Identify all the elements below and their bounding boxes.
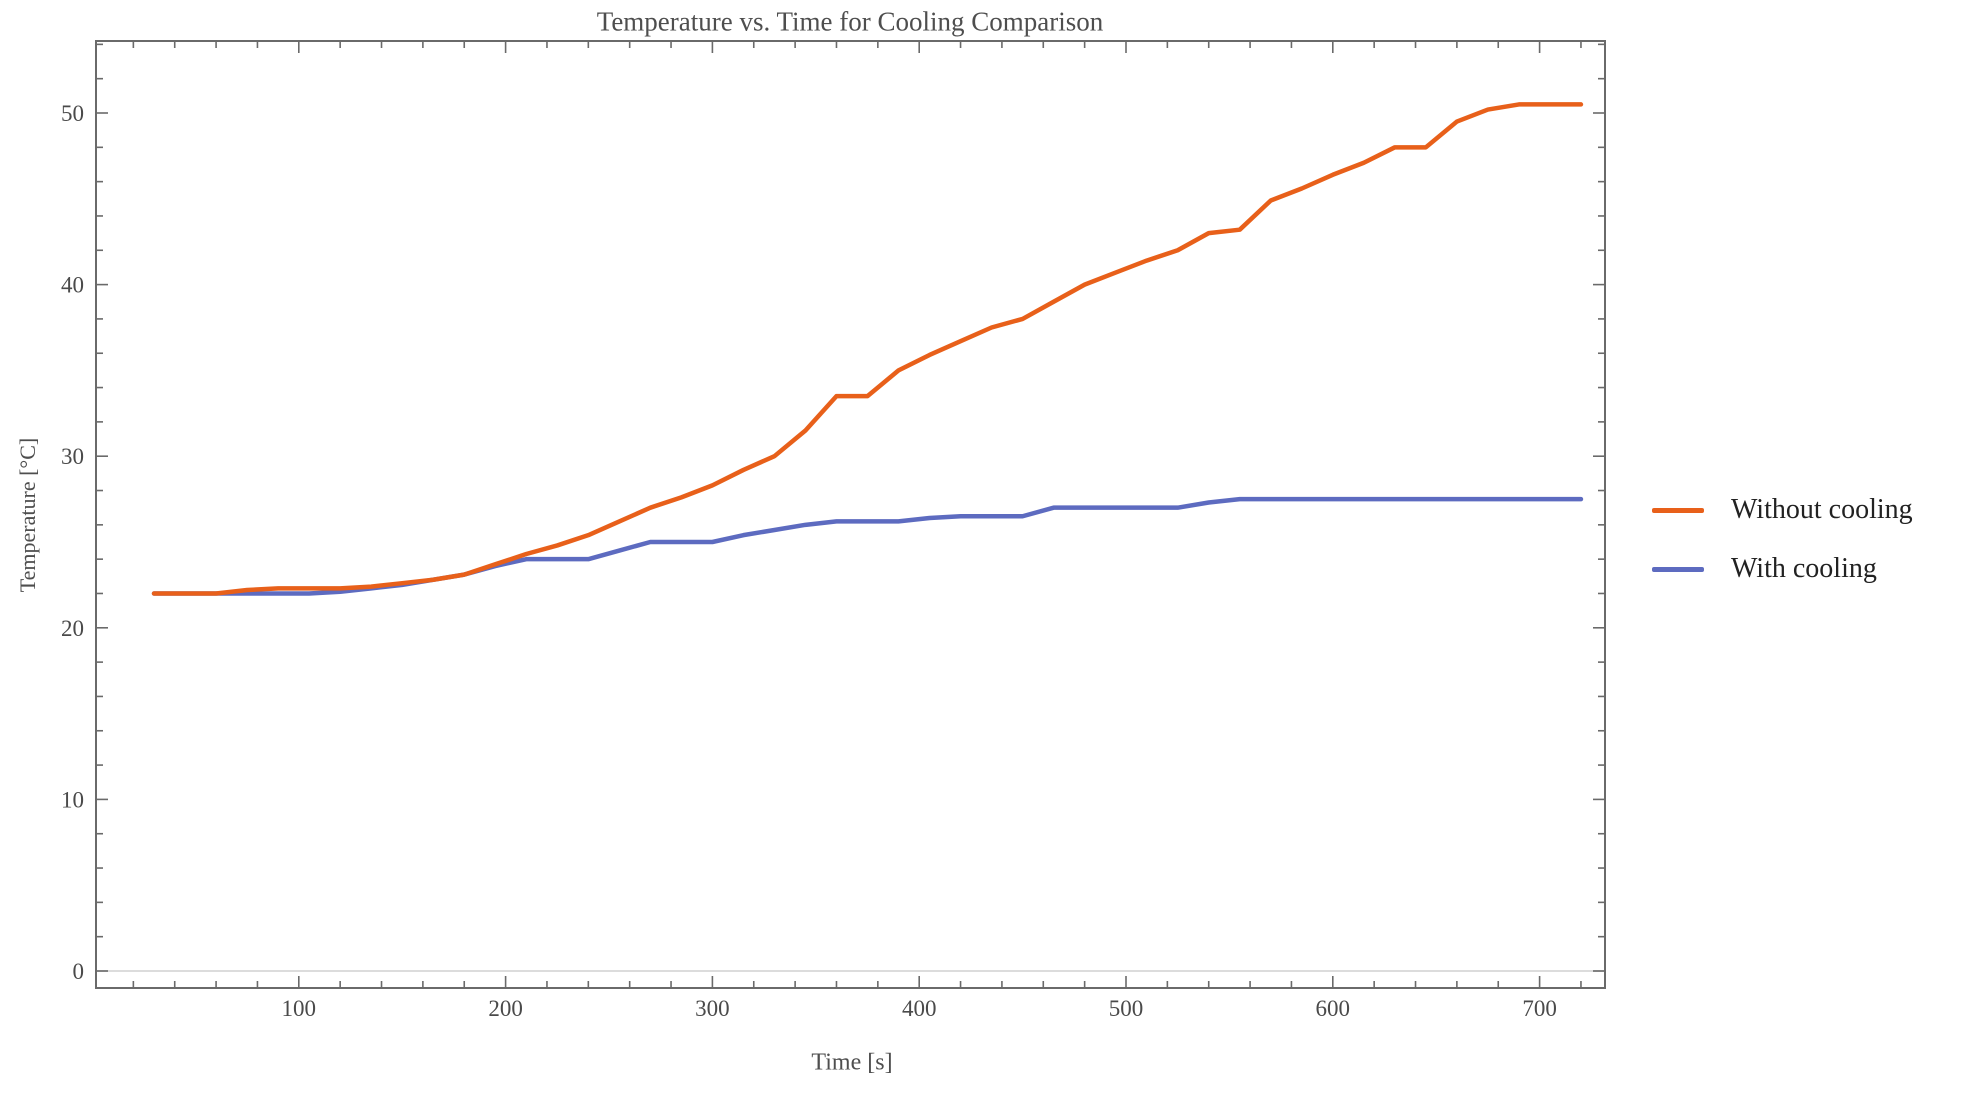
x-tick-label: 400 — [902, 996, 937, 1021]
x-tick-label: 500 — [1109, 996, 1144, 1021]
x-tick-label: 300 — [695, 996, 730, 1021]
y-tick-label: 30 — [61, 444, 84, 469]
y-axis-label: Temperature [°C] — [15, 437, 40, 593]
y-tick-label: 50 — [61, 101, 84, 126]
y-tick-label: 20 — [61, 616, 84, 641]
series-line-0 — [151, 102, 1584, 596]
x-tick-label: 600 — [1316, 996, 1351, 1021]
x-tick-label: 700 — [1522, 996, 1557, 1021]
legend-item-without-cooling: Without cooling — [1652, 494, 1913, 526]
legend: Without cooling With cooling — [1652, 494, 1913, 612]
x-axis-label: Time [s] — [811, 1049, 893, 1076]
legend-item-with-cooling: With cooling — [1652, 553, 1913, 585]
y-tick-label: 0 — [73, 959, 85, 984]
x-tick-label: 100 — [282, 996, 317, 1021]
y-tick-label: 40 — [61, 273, 84, 298]
legend-label-with-cooling: With cooling — [1731, 553, 1877, 584]
without-cooling-line-swatch — [1652, 507, 1704, 513]
legend-label-without-cooling: Without cooling — [1731, 494, 1913, 525]
chart-title: Temperature vs. Time for Cooling Compari… — [596, 6, 1104, 37]
series-line-1 — [151, 496, 1584, 596]
plot-frame — [95, 40, 1606, 989]
with-cooling-line-swatch — [1652, 566, 1704, 572]
x-tick-label: 200 — [488, 996, 523, 1021]
y-tick-label: 10 — [61, 787, 84, 812]
